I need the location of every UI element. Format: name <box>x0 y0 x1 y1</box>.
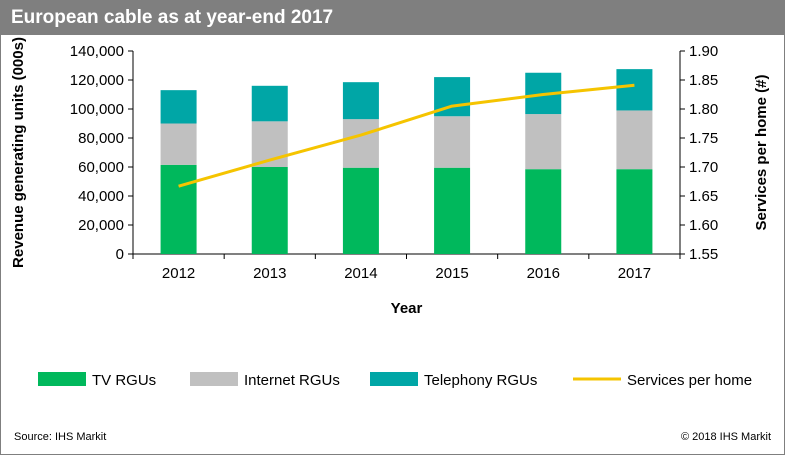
y2-tick-label: 1.60 <box>689 217 718 234</box>
y2-tick-label: 1.80 <box>689 101 718 118</box>
x-tick-label: 2012 <box>162 265 195 282</box>
line-services-per-home <box>178 83 635 188</box>
bar-tv-rgus <box>616 169 653 254</box>
legend-swatch <box>38 372 86 386</box>
y-tick-label: 100,000 <box>70 101 124 118</box>
y-tick-label: 0 <box>116 246 124 263</box>
y-tick-label: 60,000 <box>78 159 124 176</box>
x-tick-label: 2016 <box>527 265 560 282</box>
bar-internet-rgus <box>525 114 562 170</box>
legend-label: TV RGUs <box>92 372 156 389</box>
bar-telephony-rgus <box>160 90 197 124</box>
y-axis-title: Revenue generating units (000s) <box>10 37 27 268</box>
y2-tick-label: 1.65 <box>689 188 718 205</box>
x-tick-label: 2014 <box>344 265 377 282</box>
y2-tick-label: 1.55 <box>689 246 718 263</box>
bar-internet-rgus <box>342 119 379 168</box>
bar-tv-rgus <box>342 167 379 254</box>
bar-telephony-rgus <box>251 85 288 122</box>
bar-tv-rgus <box>525 169 562 254</box>
legend-swatch <box>370 372 418 386</box>
legend-label: Services per home <box>627 372 752 389</box>
bar-tv-rgus <box>160 164 197 254</box>
y2-axis-title: Services per home (#) <box>753 75 770 231</box>
y2-tick-label: 1.90 <box>689 43 718 60</box>
chart-title: European cable as at year-end 2017 <box>1 1 784 35</box>
y2-tick-label: 1.85 <box>689 72 718 89</box>
bar-internet-rgus <box>434 116 471 168</box>
bar-internet-rgus <box>616 110 653 170</box>
bar-telephony-rgus <box>616 69 653 111</box>
copyright-note: © 2018 IHS Markit <box>680 431 771 443</box>
x-tick-label: 2013 <box>253 265 286 282</box>
x-tick-label: 2017 <box>618 265 651 282</box>
x-axis-title: Year <box>391 300 423 317</box>
source-note: Source: IHS Markit <box>14 431 107 443</box>
bar-internet-rgus <box>160 123 197 165</box>
legend-label: Telephony RGUs <box>424 372 537 389</box>
legend-label: Internet RGUs <box>244 372 340 389</box>
x-tick-label: 2015 <box>435 265 468 282</box>
bar-telephony-rgus <box>342 82 379 120</box>
bar-tv-rgus <box>434 167 471 254</box>
y2-tick-label: 1.75 <box>689 130 718 147</box>
y-tick-label: 40,000 <box>78 188 124 205</box>
y-tick-label: 140,000 <box>70 43 124 60</box>
y2-tick-label: 1.70 <box>689 159 718 176</box>
legend-swatch <box>190 372 238 386</box>
bar-tv-rgus <box>251 167 288 254</box>
y-tick-label: 120,000 <box>70 72 124 89</box>
y-tick-label: 80,000 <box>78 130 124 147</box>
y-tick-label: 20,000 <box>78 217 124 234</box>
